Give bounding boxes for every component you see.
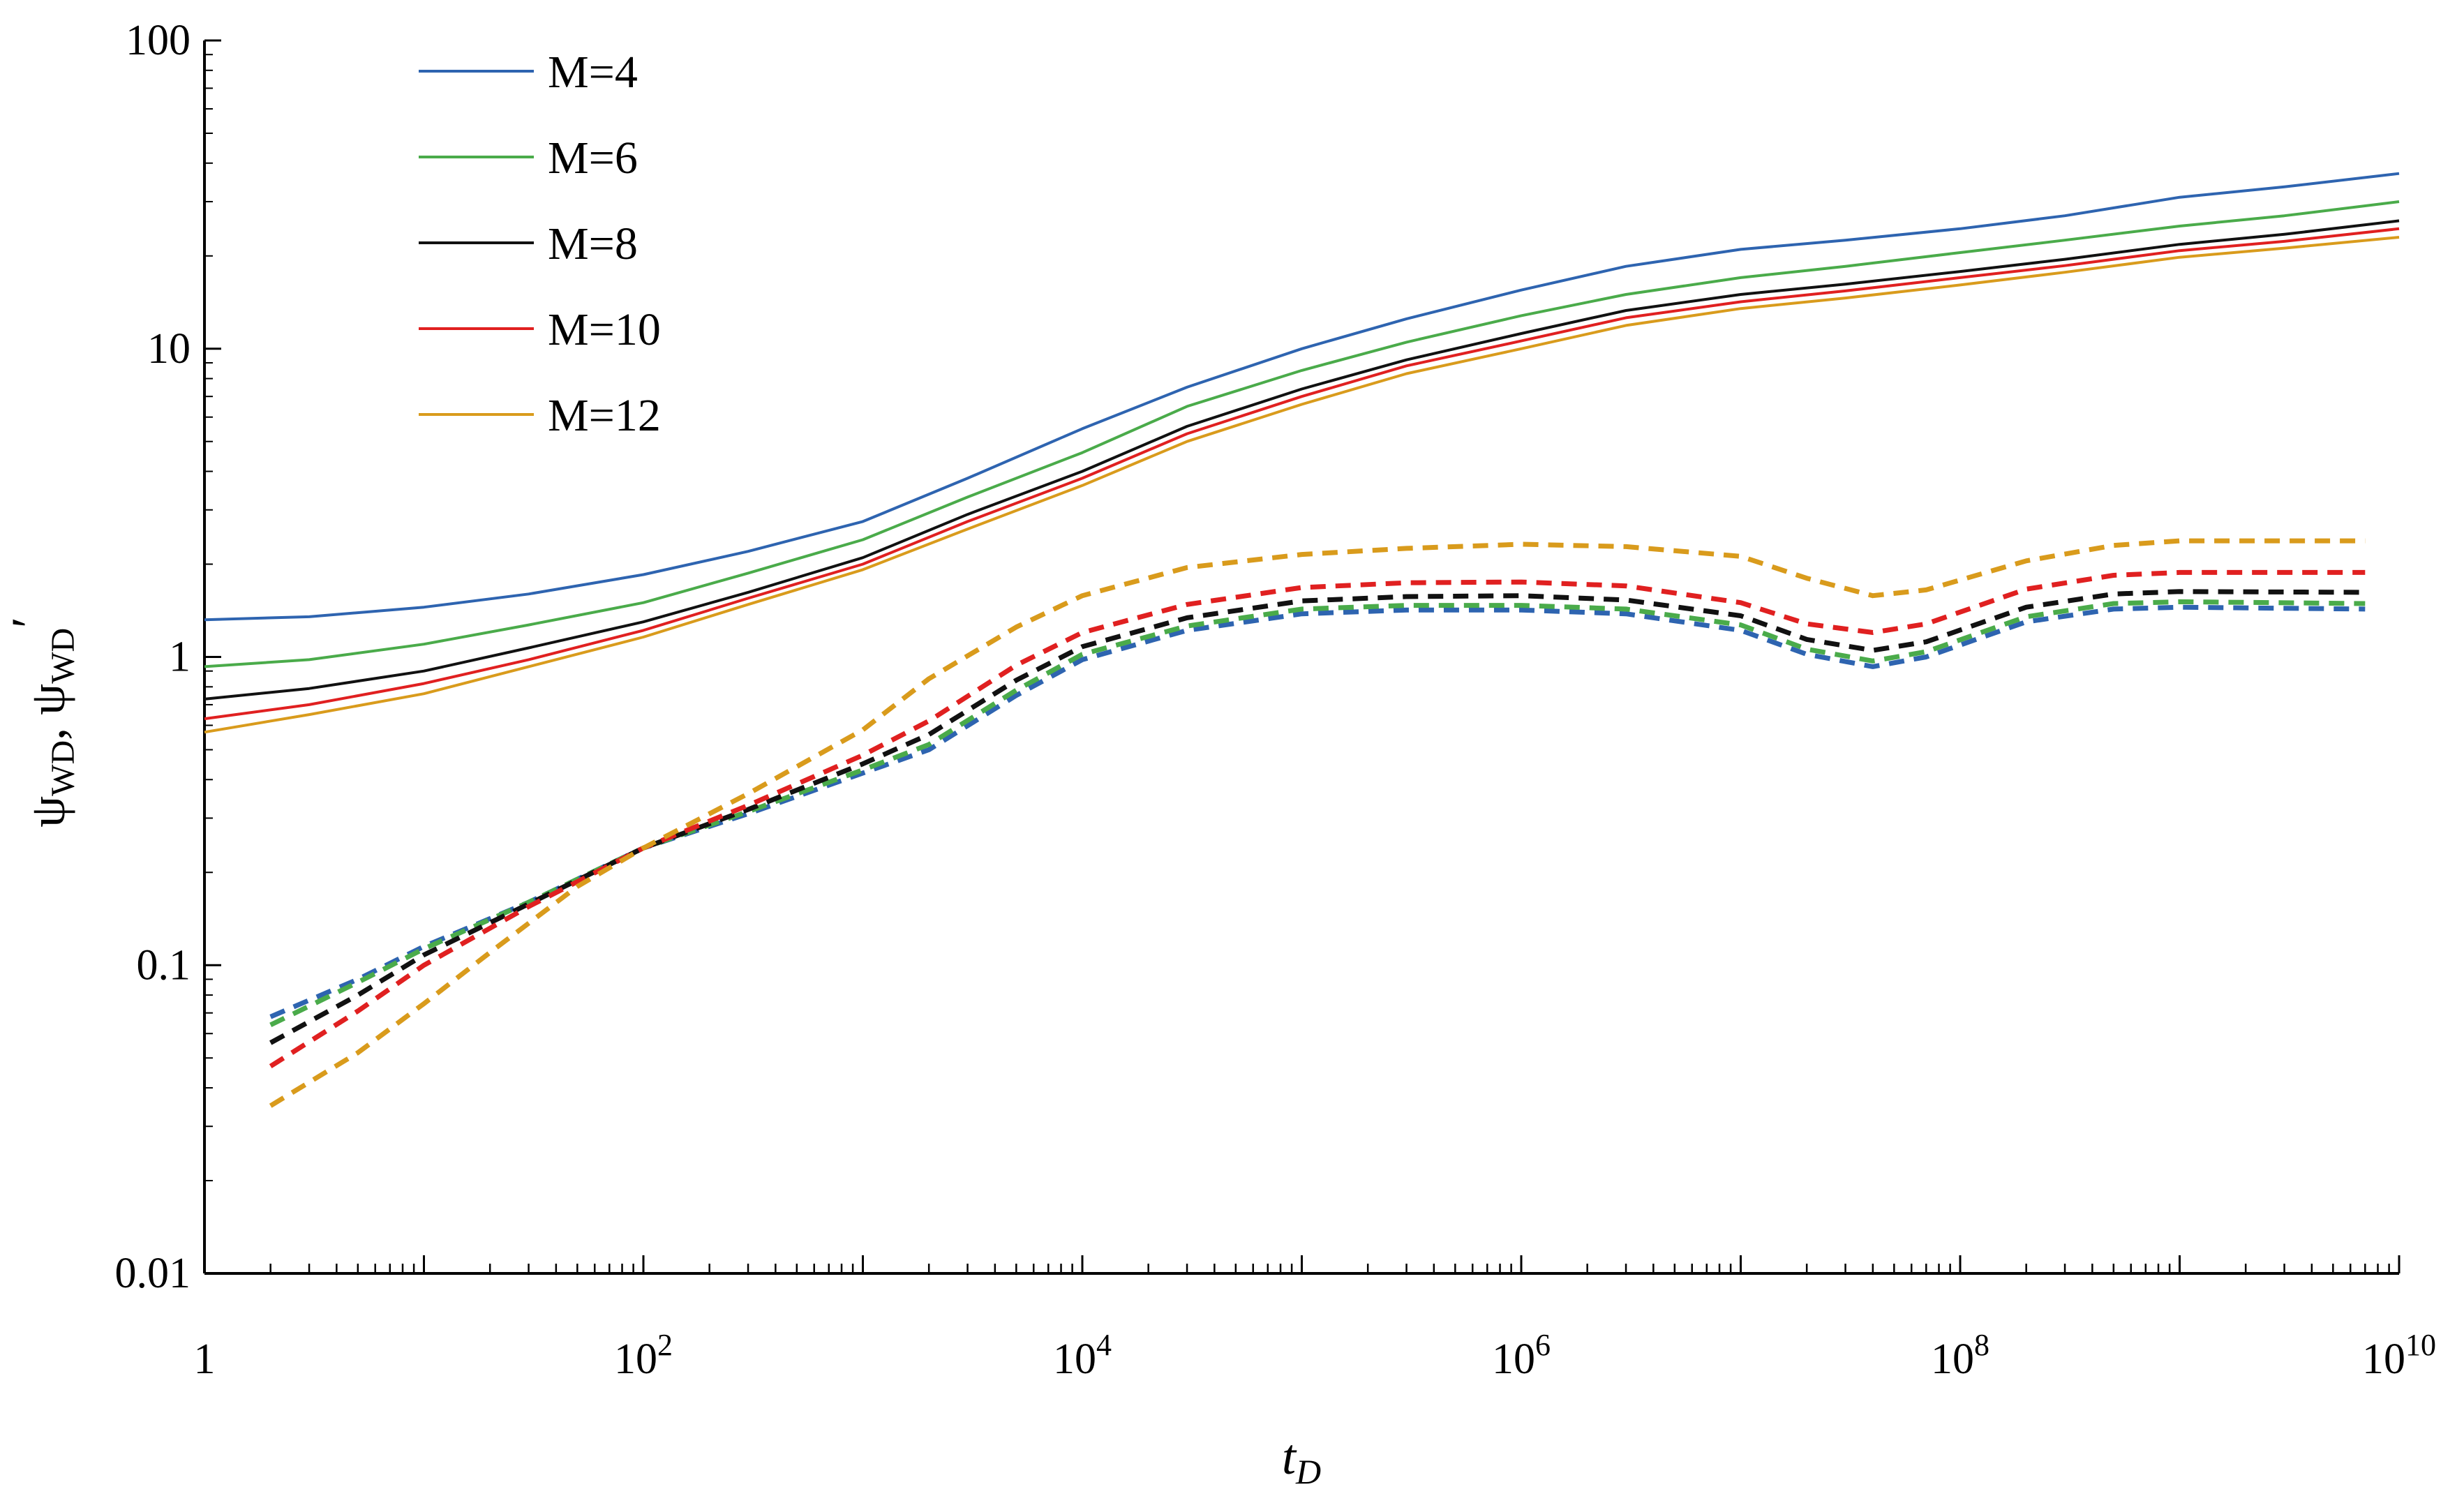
legend-label-m-12: M=12 bbox=[548, 390, 661, 441]
legend: M=4 M=6 M=8 M=10 M=12 bbox=[419, 47, 661, 441]
derivative-line-m-4 bbox=[269, 604, 2366, 1019]
legend-label-m-4: M=4 bbox=[548, 47, 638, 98]
series-lines bbox=[204, 172, 2400, 1108]
derivative-line-m-8 bbox=[269, 589, 2366, 1045]
x-axis-title: tD bbox=[1282, 1429, 1321, 1491]
pressure-line-m-6 bbox=[204, 200, 2400, 668]
axes bbox=[203, 40, 2399, 1275]
x-tick-label: 1010 bbox=[2362, 1328, 2436, 1383]
pressure-line-m-4 bbox=[204, 172, 2400, 622]
axis-titles: tD ψWD, ψWD′ bbox=[1, 617, 1321, 1491]
y-tick-label: 0.1 bbox=[137, 941, 191, 989]
y-tick-label: 1 bbox=[169, 634, 191, 681]
x-tick-label: 1 bbox=[194, 1336, 216, 1383]
pressure-line-m-10 bbox=[204, 227, 2400, 721]
y-axis-title: ψWD, ψWD′ bbox=[1, 617, 82, 828]
y-tick-label: 0.01 bbox=[115, 1250, 191, 1297]
x-tick-label: 102 bbox=[614, 1328, 673, 1383]
y-tick-label: 10 bbox=[147, 325, 191, 373]
legend-label-m-10: M=10 bbox=[548, 304, 661, 355]
legend-label-m-8: M=8 bbox=[548, 218, 638, 269]
x-tick-label: 108 bbox=[1931, 1328, 1989, 1383]
pressure-line-m-8 bbox=[204, 219, 2400, 701]
legend-label-m-6: M=6 bbox=[548, 133, 638, 184]
derivative-line-m-6 bbox=[269, 599, 2366, 1028]
x-tick-label: 106 bbox=[1492, 1328, 1551, 1383]
derivative-line-m-12 bbox=[269, 538, 2366, 1108]
pressure-line-m-12 bbox=[204, 236, 2400, 734]
y-tick-label: 100 bbox=[126, 17, 191, 64]
x-tick-label: 104 bbox=[1053, 1328, 1112, 1383]
